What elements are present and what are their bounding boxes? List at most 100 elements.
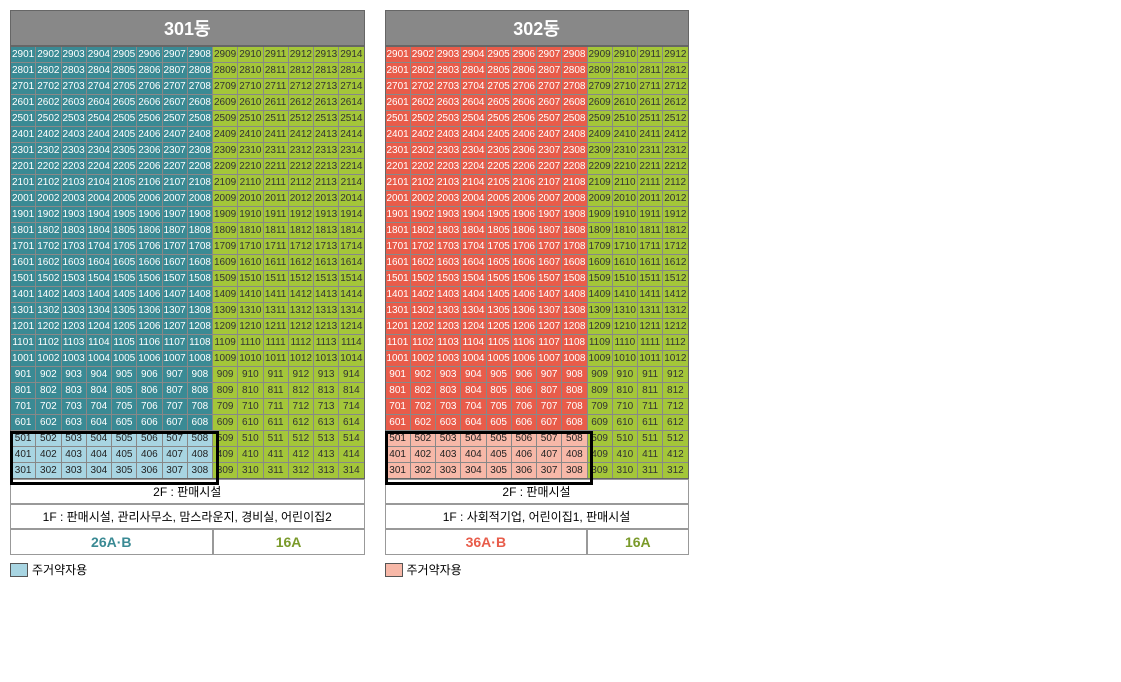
unit-cell: 303 — [62, 463, 86, 478]
unit-cell: 2212 — [289, 159, 313, 174]
unit-cell: 2711 — [638, 79, 662, 94]
unit-cell: 1502 — [36, 271, 60, 286]
unit-cell: 1610 — [613, 255, 637, 270]
unit-cell: 912 — [663, 367, 687, 382]
unit-cell: 1607 — [537, 255, 561, 270]
unit-cell: 911 — [638, 367, 662, 382]
unit-cell: 607 — [163, 415, 187, 430]
unit-cell: 1308 — [188, 303, 212, 318]
unit-cell: 1804 — [461, 223, 485, 238]
unit-cell: 904 — [461, 367, 485, 382]
unit-cell: 2408 — [188, 127, 212, 142]
unit-cell: 506 — [512, 431, 536, 446]
unit-cell: 1103 — [436, 335, 460, 350]
unit-cell: 1801 — [11, 223, 35, 238]
unit-cell: 506 — [137, 431, 161, 446]
unit-cell: 1304 — [87, 303, 111, 318]
unit-cell: 1813 — [314, 223, 338, 238]
type-left: 36A·B — [385, 529, 588, 555]
unit-cell: 1105 — [487, 335, 511, 350]
unit-cell: 306 — [137, 463, 161, 478]
unit-cell: 2107 — [537, 175, 561, 190]
unit-cell: 1110 — [613, 335, 637, 350]
unit-cell: 1505 — [487, 271, 511, 286]
unit-cell: 1014 — [339, 351, 363, 366]
unit-cell: 1414 — [339, 287, 363, 302]
unit-cell: 1209 — [588, 319, 612, 334]
unit-cell: 1805 — [112, 223, 136, 238]
unit-cell: 2703 — [62, 79, 86, 94]
unit-cell: 2004 — [87, 191, 111, 206]
unit-cell: 1401 — [11, 287, 35, 302]
unit-cell: 2910 — [613, 47, 637, 62]
unit-cell: 2905 — [487, 47, 511, 62]
unit-cell: 801 — [386, 383, 410, 398]
unit-cell: 403 — [62, 447, 86, 462]
unit-cell: 2701 — [386, 79, 410, 94]
unit-cell: 2307 — [163, 143, 187, 158]
unit-cell: 1001 — [386, 351, 410, 366]
unit-cell: 2001 — [11, 191, 35, 206]
unit-cell: 2705 — [487, 79, 511, 94]
unit-cell: 1712 — [663, 239, 687, 254]
unit-cell: 805 — [487, 383, 511, 398]
unit-cell: 808 — [562, 383, 586, 398]
unit-cell: 1806 — [512, 223, 536, 238]
unit-cell: 2109 — [213, 175, 237, 190]
unit-cell: 2202 — [411, 159, 435, 174]
unit-cell: 708 — [562, 399, 586, 414]
unit-cell: 1910 — [238, 207, 262, 222]
unit-cell: 706 — [137, 399, 161, 414]
unit-cell: 2507 — [163, 111, 187, 126]
legend-swatch — [10, 563, 28, 577]
unit-cell: 709 — [588, 399, 612, 414]
unit-cell: 2210 — [613, 159, 637, 174]
unit-cell: 509 — [588, 431, 612, 446]
unit-cell: 1910 — [613, 207, 637, 222]
unit-cell: 714 — [339, 399, 363, 414]
unit-cell: 2005 — [487, 191, 511, 206]
unit-cell: 2903 — [62, 47, 86, 62]
unit-cell: 2902 — [411, 47, 435, 62]
unit-cell: 408 — [562, 447, 586, 462]
unit-cell: 2207 — [163, 159, 187, 174]
unit-cell: 2807 — [537, 63, 561, 78]
unit-cell: 812 — [663, 383, 687, 398]
unit-cell: 709 — [213, 399, 237, 414]
unit-cell: 1703 — [436, 239, 460, 254]
unit-cell: 1507 — [163, 271, 187, 286]
unit-cell: 2012 — [663, 191, 687, 206]
unit-cell: 1812 — [289, 223, 313, 238]
unit-cell: 2013 — [314, 191, 338, 206]
unit-cell: 2802 — [411, 63, 435, 78]
unit-cell: 1504 — [87, 271, 111, 286]
unit-cell: 907 — [163, 367, 187, 382]
unit-cell: 1002 — [36, 351, 60, 366]
unit-cell: 2105 — [112, 175, 136, 190]
unit-cell: 1701 — [11, 239, 35, 254]
unit-cell: 712 — [663, 399, 687, 414]
unit-cell: 2309 — [213, 143, 237, 158]
unit-cell: 1306 — [512, 303, 536, 318]
unit-cell: 1004 — [87, 351, 111, 366]
unit-cell: 2205 — [487, 159, 511, 174]
unit-cell: 1206 — [512, 319, 536, 334]
unit-cell: 809 — [588, 383, 612, 398]
unit-cell: 1208 — [188, 319, 212, 334]
unit-cell: 1806 — [137, 223, 161, 238]
unit-cell: 802 — [411, 383, 435, 398]
unit-cell: 2911 — [264, 47, 288, 62]
unit-cell: 2508 — [562, 111, 586, 126]
unit-cell: 2506 — [512, 111, 536, 126]
unit-cell: 1707 — [537, 239, 561, 254]
unit-cell: 2908 — [562, 47, 586, 62]
unit-cell: 1209 — [213, 319, 237, 334]
unit-cell: 1210 — [613, 319, 637, 334]
unit-cell: 1011 — [638, 351, 662, 366]
unit-cell: 905 — [487, 367, 511, 382]
unit-cell: 1711 — [264, 239, 288, 254]
unit-cell: 2605 — [487, 95, 511, 110]
unit-cell: 1410 — [238, 287, 262, 302]
unit-cell: 1009 — [588, 351, 612, 366]
unit-cell: 2310 — [613, 143, 637, 158]
